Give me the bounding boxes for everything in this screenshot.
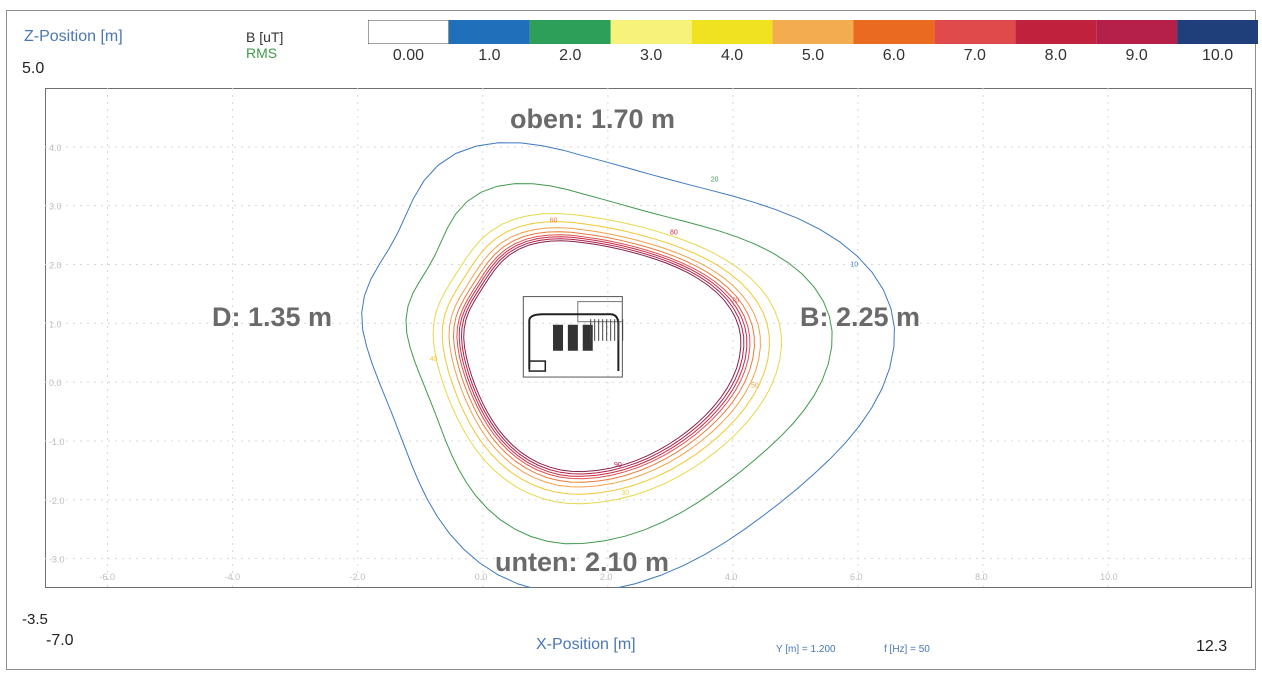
contour-label: 30 <box>621 490 629 497</box>
y-tick-label: -2.0 <box>49 496 65 506</box>
y-tick-label: 2.0 <box>49 260 62 270</box>
z-max-label: 5.0 <box>22 60 45 77</box>
unit-label: B [uT] <box>246 29 284 45</box>
annotation-right: B: 2.25 m <box>800 302 921 332</box>
colorbar-swatch <box>529 20 611 44</box>
colorbar-swatch <box>1096 20 1178 44</box>
x-tick-label: 8.0 <box>975 572 988 582</box>
colorbar-tick-label: 8.0 <box>1044 47 1067 64</box>
plot-area <box>45 88 1252 588</box>
x-tick-label: -2.0 <box>350 572 366 582</box>
contour-line <box>432 212 783 505</box>
colorbar-tick-label: 3.0 <box>640 47 663 64</box>
x-max-label: 12.3 <box>1196 638 1228 655</box>
colorbar-swatch <box>1177 20 1258 44</box>
colorbar-tick-label: 2.0 <box>559 47 582 64</box>
x-tick-label: -4.0 <box>225 572 241 582</box>
contour-line <box>405 183 833 545</box>
contour-line <box>460 238 745 475</box>
x-tick-label: 0.0 <box>475 572 488 582</box>
z-min-label: -3.5 <box>22 611 48 628</box>
contour-label: 40 <box>430 356 438 363</box>
contour-label: 50 <box>751 382 759 389</box>
contour-label: 60 <box>550 218 558 225</box>
y-tick-label: 0.0 <box>49 378 62 388</box>
contour-label: 80 <box>670 229 678 236</box>
colorbar <box>367 19 1258 45</box>
x-tick-label: 4.0 <box>725 572 738 582</box>
x-tick-label: 6.0 <box>850 572 863 582</box>
z-axis-label: Z-Position [m] <box>24 28 123 45</box>
y-tick-label: 1.0 <box>49 319 62 329</box>
chart-frame <box>6 10 1256 670</box>
rms-label: RMS <box>246 45 278 61</box>
contour-line <box>458 236 748 477</box>
x-tick-label: 10.0 <box>1100 572 1118 582</box>
contour-line <box>463 240 742 473</box>
colorbar-tick-label: 7.0 <box>963 47 986 64</box>
y-tick-label: -3.0 <box>49 555 65 565</box>
x-min-label: -7.0 <box>46 632 74 649</box>
colorbar-tick-label: 4.0 <box>720 47 744 64</box>
y-tick-label: -1.0 <box>49 437 65 447</box>
contour-label: 20 <box>711 177 719 184</box>
y-position-info: Y [m] = 1.200 <box>776 644 836 655</box>
y-tick-label: 4.0 <box>49 143 62 153</box>
y-tick-label: 3.0 <box>49 202 62 212</box>
contour-label: 10 <box>850 262 858 269</box>
contour-label: 90 <box>614 462 622 469</box>
colorbar-tick-label: 0.00 <box>392 47 425 64</box>
annotation-left: D: 1.35 m <box>212 302 333 332</box>
contour-line <box>361 142 895 588</box>
station-outline <box>522 296 624 378</box>
colorbar-swatch <box>853 20 935 44</box>
colorbar-swatch <box>1015 20 1097 44</box>
contour-label: 70 <box>731 297 739 304</box>
colorbar-swatch <box>448 20 530 44</box>
colorbar-swatch <box>610 20 692 44</box>
contour-plot: -6.0 -4.0 -2.0 0.0 2.0 4.0 6.0 8.0 10.0 4.0 3.0 2.0… <box>45 88 1252 588</box>
x-tick-label: 2.0 <box>600 572 613 582</box>
colorbar-swatch <box>367 19 450 45</box>
colorbar-tick-label: 6.0 <box>882 47 906 64</box>
contour-line <box>456 234 751 480</box>
frequency-info: f [Hz] = 50 <box>884 644 930 655</box>
x-axis-label: X-Position [m] <box>536 636 636 653</box>
colorbar-tick-label: 10.0 <box>1201 47 1234 64</box>
contour-line <box>441 221 770 495</box>
colorbar-tick-label: 5.0 <box>801 47 825 64</box>
colorbar-swatch <box>772 20 854 44</box>
colorbar-swatch <box>691 20 773 44</box>
colorbar-ticks: 0.00 1.0 2.0 3.0 4.0 5.0 6.0 7.0 8.0 9.0 10.0 <box>368 47 1258 67</box>
contour-line <box>452 231 755 483</box>
colorbar-swatch <box>934 20 1016 44</box>
colorbar-swatches <box>367 19 1258 45</box>
colorbar-tick-label: 9.0 <box>1125 47 1148 64</box>
x-tick-label: -6.0 <box>100 572 116 582</box>
colorbar-tick-label: 1.0 <box>478 47 501 64</box>
annotation-bottom: unten: 2.10 m <box>495 547 670 577</box>
contour-line <box>448 227 761 488</box>
annotation-top: oben: 1.70 m <box>510 104 676 134</box>
